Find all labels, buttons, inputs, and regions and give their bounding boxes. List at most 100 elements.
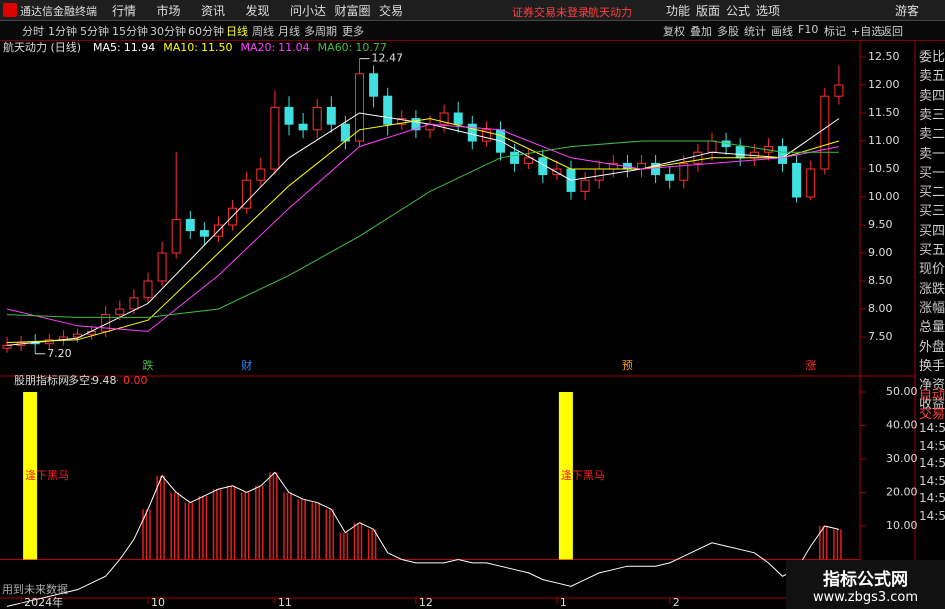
sidebar-item[interactable]: 涨幅 xyxy=(919,300,945,316)
sidebar-item[interactable]: 自动 xyxy=(919,388,945,403)
candle-body xyxy=(665,174,675,181)
candle-body xyxy=(101,314,111,332)
sidebar-item[interactable]: 净资 xyxy=(919,378,945,394)
candle-body xyxy=(820,95,830,170)
tool-button[interactable]: 返回 xyxy=(881,25,903,38)
y-tick-label: 9.50 xyxy=(868,218,893,231)
sidebar-item[interactable]: 卖一 xyxy=(919,146,945,162)
tool-button[interactable]: 复权 xyxy=(663,25,685,38)
sidebar-item[interactable]: 委比 xyxy=(919,50,945,65)
sidebar-item[interactable]: 总量 xyxy=(919,320,945,336)
sidebar-item[interactable]: 涨跌 xyxy=(919,281,945,297)
x-tick-label: 2 xyxy=(673,596,680,609)
event-tag: 财 xyxy=(241,358,252,372)
time-label: 14:56 xyxy=(919,473,945,488)
tool-button[interactable]: 标记 xyxy=(824,25,846,38)
menu-item[interactable]: 财富圈 xyxy=(334,4,371,18)
candle-body xyxy=(270,106,280,170)
period-tab[interactable]: 15分钟 xyxy=(112,25,148,38)
watermark-url: www.zbgs3.com xyxy=(812,590,919,605)
event-tag: 涨 xyxy=(805,359,816,372)
candle-body xyxy=(115,308,125,316)
candle-body xyxy=(439,112,449,125)
y-tick-label: 9.00 xyxy=(868,246,893,259)
period-tab[interactable]: 60分钟 xyxy=(188,25,224,38)
candle-body xyxy=(481,129,491,142)
x-tick-label: 1 xyxy=(560,596,567,609)
sidebar-item[interactable]: 交易 xyxy=(919,407,945,422)
tool-button[interactable]: 多股 xyxy=(717,25,739,38)
note: 用到未来数据 xyxy=(2,582,68,596)
tool-button[interactable]: F10 xyxy=(798,23,819,36)
y-tick-label: 8.00 xyxy=(868,302,893,315)
sidebar-item[interactable]: 收益 xyxy=(919,397,945,413)
indicator-name: 多空: xyxy=(68,373,94,387)
candle-body xyxy=(284,106,294,125)
time-label: 14:56 xyxy=(919,508,945,523)
sidebar-item[interactable]: 买二 xyxy=(919,185,945,201)
menu-item[interactable]: 发现 xyxy=(245,4,270,18)
period-tab[interactable]: 30分钟 xyxy=(150,25,186,38)
menu-item[interactable]: 选项 xyxy=(756,4,781,18)
tool-button[interactable]: 叠加 xyxy=(690,25,712,38)
period-tab[interactable]: 月线 xyxy=(278,25,300,38)
y-tick-label: 10.00 xyxy=(868,190,900,203)
candle-body xyxy=(171,218,181,254)
sidebar-item[interactable]: 买五 xyxy=(919,243,945,258)
menu-item[interactable]: 行情 xyxy=(112,4,137,18)
indicator-value: 9.48 xyxy=(92,374,117,387)
menu-item[interactable]: 公式 xyxy=(726,4,751,18)
y-tick-label: 50.00 xyxy=(886,385,918,398)
indicator-value: · 0.00 xyxy=(116,374,148,387)
sidebar-item[interactable]: 卖二 xyxy=(919,127,945,143)
period-tab[interactable]: 5分钟 xyxy=(80,25,109,38)
sidebar-item[interactable]: 换手 xyxy=(919,358,945,374)
toolbar: 分时 1分钟 5分钟 15分钟 30分钟 60分钟 日线 周线 月线 多周期 更多 复权 叠加 多股 统计画… xyxy=(0,21,945,41)
period-tab[interactable]: 1分钟 xyxy=(48,25,77,38)
candle-body xyxy=(693,151,703,164)
candle-body xyxy=(510,151,520,164)
ma-value: 11.04 xyxy=(278,41,310,54)
candle-body xyxy=(256,168,266,181)
menu-item[interactable]: 功能 xyxy=(666,4,691,18)
candle-body xyxy=(143,280,153,299)
ma-name: MA10: xyxy=(163,41,198,54)
sidebar-item[interactable]: 卖五 xyxy=(919,69,945,85)
candle-body xyxy=(580,179,590,192)
signal-label: 逢下黑马 xyxy=(25,469,69,482)
app-name: 通达信金融终端 xyxy=(20,5,97,18)
menu-item[interactable]: 市场 xyxy=(156,4,181,18)
menu-item[interactable]: 资讯 xyxy=(201,4,226,18)
candle-body xyxy=(594,168,604,181)
period-tab[interactable]: 日线 xyxy=(226,25,248,38)
period-tab[interactable]: 多周期 xyxy=(304,25,337,38)
sidebar-item[interactable]: 卖四 xyxy=(919,88,945,104)
candle-body xyxy=(806,168,816,198)
x-tick-label: 12 xyxy=(419,596,433,609)
period-tab[interactable]: 周线 xyxy=(252,25,274,38)
tool-button[interactable]: +自选 xyxy=(851,25,883,38)
ma-line xyxy=(6,123,839,332)
candle-body xyxy=(397,118,407,125)
sidebar-item[interactable]: 买四 xyxy=(919,223,945,239)
sidebar-item[interactable]: 买三 xyxy=(919,204,945,220)
candle-body xyxy=(326,106,336,125)
period-tab[interactable]: 分时 xyxy=(22,25,44,38)
sidebar-item[interactable]: 现价 xyxy=(919,262,945,278)
menu-item[interactable]: 版面 xyxy=(696,4,721,18)
tool-button[interactable]: 画线 xyxy=(771,25,793,38)
menu-item[interactable]: 交易 xyxy=(379,4,404,18)
candle-body xyxy=(129,297,139,310)
period-tab[interactable]: 更多 xyxy=(342,25,364,38)
tool-button[interactable]: 统计 xyxy=(744,25,766,38)
y-tick-label: 40.00 xyxy=(886,419,918,432)
candle-body xyxy=(185,218,195,232)
candle-body xyxy=(199,230,209,237)
sidebar-item[interactable]: 外盘 xyxy=(919,339,945,355)
sidebar-item[interactable]: 买一 xyxy=(919,165,945,181)
menu-item[interactable]: 问小达 xyxy=(290,4,327,18)
sidebar-item[interactable]: 卖三 xyxy=(919,107,945,123)
logo xyxy=(3,3,17,17)
candle-body xyxy=(778,146,787,164)
